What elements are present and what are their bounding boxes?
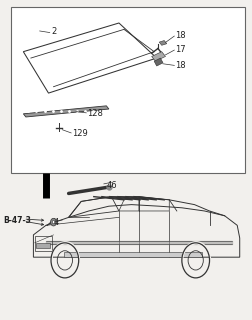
Bar <box>11 7 244 173</box>
Polygon shape <box>153 58 162 66</box>
Polygon shape <box>159 41 166 45</box>
Polygon shape <box>151 52 165 61</box>
Bar <box>63 252 201 257</box>
Text: 18: 18 <box>175 31 185 40</box>
Circle shape <box>50 218 56 226</box>
Text: 2: 2 <box>51 28 56 36</box>
Text: B-47-3: B-47-3 <box>3 216 31 225</box>
Polygon shape <box>23 106 108 117</box>
Text: 4: 4 <box>53 218 58 227</box>
Bar <box>35 236 52 251</box>
Circle shape <box>52 220 55 224</box>
Text: 128: 128 <box>87 109 103 118</box>
Text: 18: 18 <box>175 61 185 70</box>
Text: 17: 17 <box>175 45 185 54</box>
Text: 129: 129 <box>72 129 88 138</box>
Text: 46: 46 <box>106 181 116 190</box>
Bar <box>36 243 50 248</box>
